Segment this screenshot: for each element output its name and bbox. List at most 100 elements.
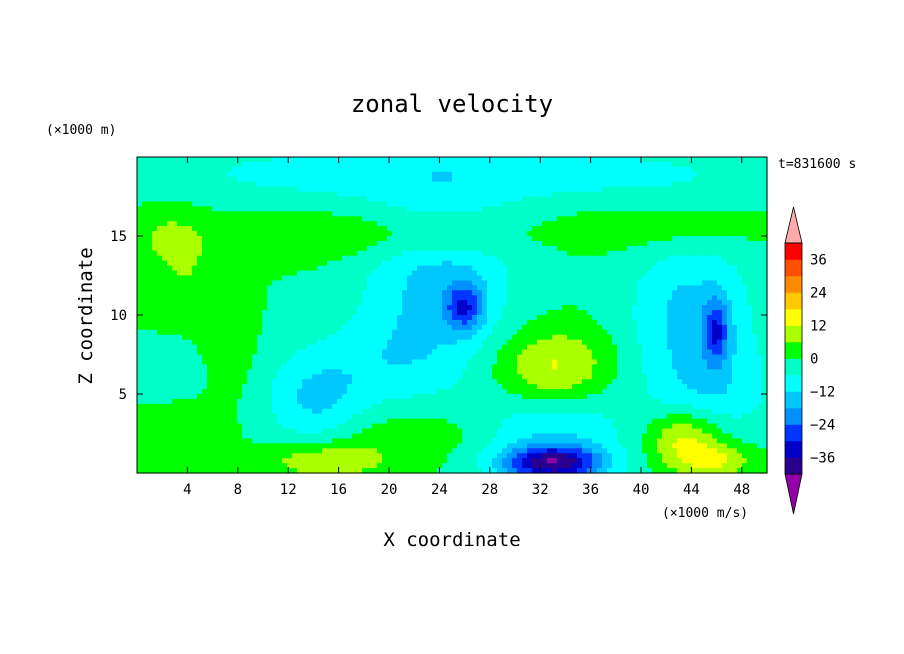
contour-cell — [167, 157, 173, 163]
contour-cell — [722, 245, 728, 252]
contour-cell — [217, 334, 223, 341]
contour-cell — [582, 186, 588, 193]
contour-cell — [742, 295, 748, 301]
contour-cell — [147, 260, 153, 267]
contour-cell — [147, 344, 153, 351]
contour-cell — [537, 339, 543, 346]
contour-cell — [517, 339, 523, 346]
contour-cell — [657, 265, 663, 272]
contour-cell — [407, 349, 413, 356]
contour-cell — [217, 260, 223, 267]
contour-cell — [407, 231, 413, 237]
contour-cell — [762, 270, 768, 277]
contour-cell — [417, 280, 423, 286]
contour-cell — [182, 344, 188, 351]
contour-cell — [197, 290, 203, 296]
contour-cell — [337, 324, 343, 331]
contour-cell — [752, 157, 758, 163]
contour-cell — [687, 275, 693, 282]
contour-cell — [187, 201, 193, 207]
contour-cell — [607, 305, 613, 311]
contour-cell — [467, 344, 473, 351]
contour-cell — [237, 191, 243, 198]
contour-cell — [307, 216, 313, 222]
contour-cell — [452, 250, 458, 257]
contour-cell — [372, 270, 378, 277]
contour-cell — [742, 157, 748, 163]
contour-cell — [562, 211, 568, 217]
contour-cell — [367, 344, 373, 351]
contour-cell — [387, 255, 393, 262]
contour-cell — [687, 206, 693, 212]
contour-cell — [157, 305, 163, 311]
contour-cell — [347, 305, 353, 311]
contour-cell — [452, 221, 458, 227]
contour-cell — [477, 334, 483, 341]
contour-cell — [317, 211, 323, 217]
contour-cell — [632, 290, 638, 296]
contour-cell — [337, 260, 343, 267]
contour-cell — [282, 201, 288, 207]
contour-cell — [432, 211, 438, 217]
contour-cell — [492, 211, 498, 217]
contour-cell — [662, 255, 668, 262]
contour-cell — [747, 181, 753, 188]
contour-cell — [267, 181, 273, 188]
contour-cell — [362, 280, 368, 286]
contour-cell — [637, 206, 643, 212]
contour-cell — [382, 334, 388, 341]
contour-cell — [447, 255, 453, 262]
contour-cell — [402, 231, 408, 237]
contour-cell — [307, 280, 313, 286]
contour-cell — [607, 329, 613, 336]
contour-cell — [247, 315, 253, 321]
contour-cell — [462, 310, 468, 316]
contour-cell — [502, 349, 508, 356]
contour-cell — [192, 176, 198, 183]
contour-cell — [692, 191, 698, 198]
contour-cell — [227, 344, 233, 351]
contour-cell — [207, 201, 213, 207]
contour-cell — [712, 324, 718, 331]
contour-cell — [612, 211, 618, 217]
contour-cell — [597, 290, 603, 296]
contour-cell — [632, 161, 638, 168]
contour-cell — [327, 334, 333, 341]
contour-cell — [617, 260, 623, 267]
contour-cell — [317, 315, 323, 321]
contour-cell — [312, 260, 318, 267]
contour-cell — [502, 176, 508, 183]
contour-cell — [702, 206, 708, 212]
contour-cell — [667, 305, 673, 311]
contour-cell — [692, 240, 698, 247]
contour-cell — [587, 166, 593, 173]
contour-cell — [182, 260, 188, 267]
contour-cell — [742, 240, 748, 247]
contour-cell — [497, 176, 503, 183]
contour-cell — [407, 181, 413, 188]
contour-cell — [532, 315, 538, 321]
contour-cell — [397, 329, 403, 336]
contour-cell — [527, 280, 533, 286]
contour-cell — [572, 260, 578, 267]
contour-cell — [337, 270, 343, 277]
contour-cell — [347, 240, 353, 247]
contour-cell — [707, 290, 713, 296]
contour-cell — [752, 305, 758, 311]
contour-cell — [357, 240, 363, 247]
contour-cell — [552, 319, 558, 326]
contour-cell — [307, 285, 313, 291]
contour-cell — [142, 255, 148, 262]
contour-cell — [392, 211, 398, 217]
contour-cell — [412, 315, 418, 321]
contour-cell — [672, 166, 678, 173]
contour-cell — [622, 265, 628, 272]
contour-cell — [532, 310, 538, 316]
contour-cell — [422, 280, 428, 286]
contour-cell — [612, 334, 618, 341]
contour-cell — [287, 300, 293, 306]
contour-cell — [167, 329, 173, 336]
contour-cell — [137, 310, 143, 316]
contour-cell — [372, 206, 378, 212]
contour-cell — [507, 300, 513, 306]
